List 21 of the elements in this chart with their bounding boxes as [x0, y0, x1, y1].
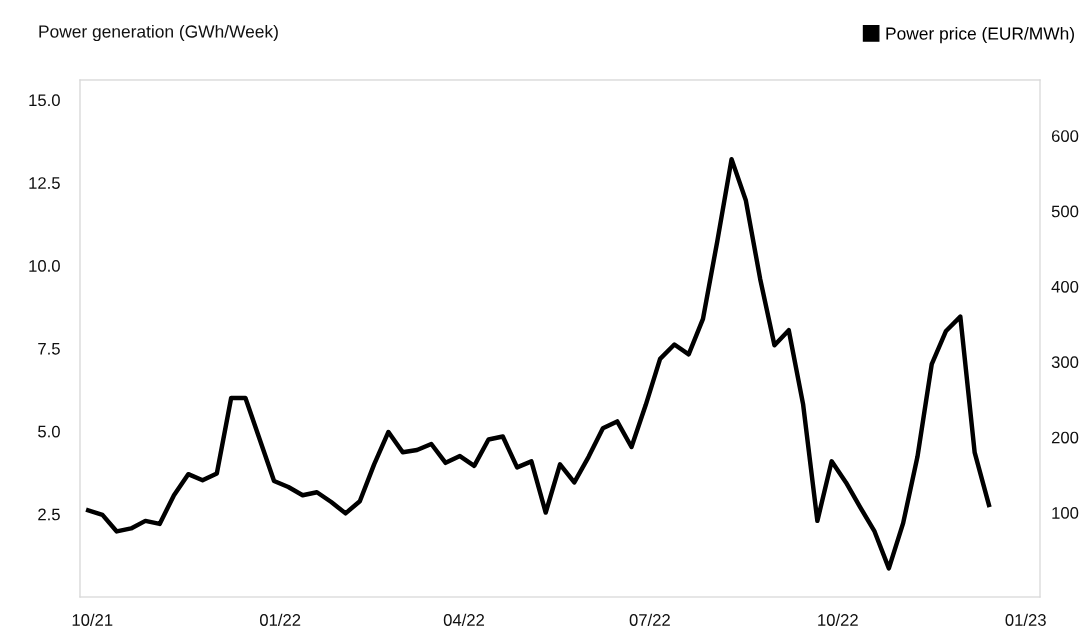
- y2-tick-label: 300: [1051, 356, 1079, 369]
- x-tick-label: 10/21: [72, 613, 113, 626]
- line-series: [85, 156, 992, 571]
- y2-tick-label: 400: [1051, 280, 1079, 293]
- y-tick-label: 10.0: [29, 259, 60, 272]
- y2-tick-label: 200: [1051, 431, 1079, 444]
- x-tick-label: 01/22: [259, 613, 301, 626]
- y-tick-label: 7.5: [38, 343, 60, 355]
- y-axis-title: Power generation (GWh/Week): [39, 24, 278, 42]
- x-tick-label: 10/22: [818, 613, 858, 626]
- y2-tick-label: 100: [1052, 506, 1079, 519]
- y2-tick-label: 500: [1051, 205, 1079, 218]
- legend-label: Power price (EUR/MWh): [886, 26, 1074, 44]
- y-tick-label: 15.0: [29, 94, 60, 107]
- x-tick-label: 04/22: [443, 613, 485, 626]
- y-tick-label: 5.0: [38, 425, 60, 438]
- x-tick-label: 07/22: [629, 613, 670, 626]
- x-tick-label: 01/23: [1005, 613, 1046, 626]
- y-tick-label: 12.5: [29, 177, 60, 189]
- y2-tick-label: 600: [1051, 130, 1079, 142]
- y-tick-label: 2.5: [38, 508, 60, 521]
